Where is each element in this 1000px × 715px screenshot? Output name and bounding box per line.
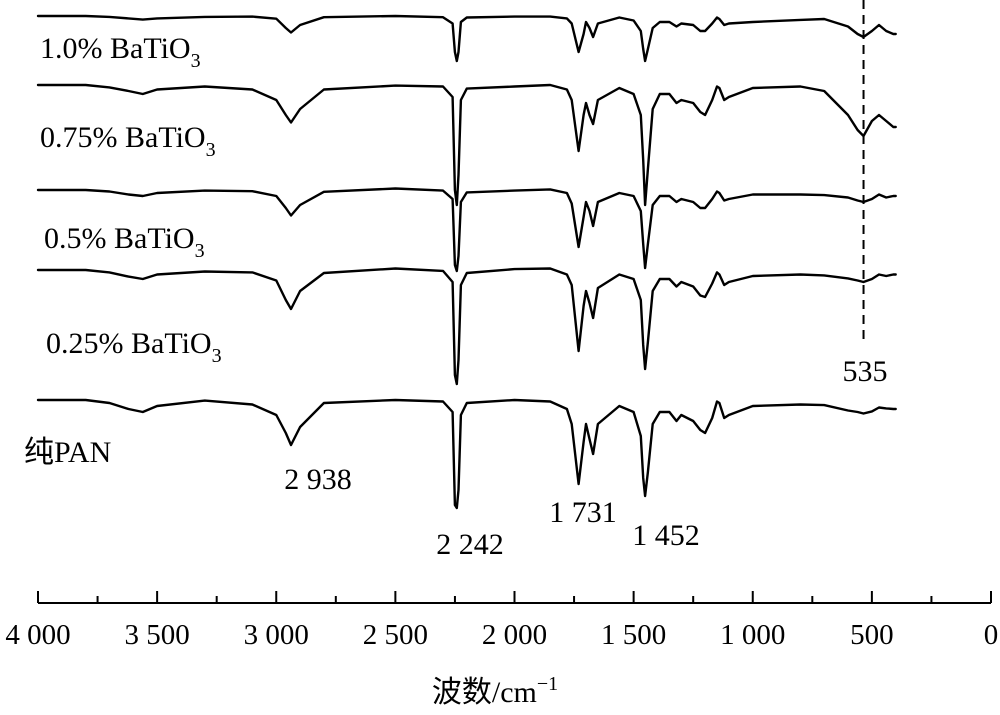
peak-annotation: 2 938 xyxy=(284,463,352,496)
spectrum-line-3 xyxy=(36,187,897,273)
x-axis: 4 000 3 500 3 000 2 500 2 000 1 500 1 000 500 0 xyxy=(5,591,998,651)
spectrum-line-5 xyxy=(36,398,897,510)
x-tick-label: 500 xyxy=(850,619,894,651)
peak-annotation: 1 731 xyxy=(549,496,617,529)
series-label-3: 0.5% BaTiO3 xyxy=(44,222,205,262)
x-tick-label: 4 000 xyxy=(5,619,70,651)
peak-annotation: 2 242 xyxy=(436,528,504,561)
x-tick-label: 3 000 xyxy=(244,619,309,651)
x-tick-label: 1 000 xyxy=(720,619,785,651)
x-tick-label: 3 500 xyxy=(125,619,190,651)
x-axis-title-exponent: −1 xyxy=(537,673,558,695)
x-tick-label: 2 000 xyxy=(482,619,547,651)
series-label-5: 纯PAN xyxy=(24,436,111,469)
peak-annotation: 535 xyxy=(843,355,888,388)
spectrum-line-2 xyxy=(36,83,897,207)
series-label-4: 0.25% BaTiO3 xyxy=(46,327,222,367)
peak-annotation: 1 452 xyxy=(632,519,700,552)
series-label-2: 0.75% BaTiO3 xyxy=(40,121,216,161)
series-layer xyxy=(36,14,897,510)
series-label-layer: 1.0% BaTiO3 0.75% BaTiO3 0.5% BaTiO3 0.25% … xyxy=(24,32,222,469)
spectrum-line-1 xyxy=(36,14,897,63)
x-axis-title: 波数/cm−1 xyxy=(432,673,558,709)
spectrum-line-4 xyxy=(36,267,897,386)
x-tick-label: 0 xyxy=(984,619,999,651)
series-label-1: 1.0% BaTiO3 xyxy=(40,32,201,72)
annotation-layer: 2 938 2 242 1 731 1 452 535 xyxy=(284,0,888,561)
x-axis-title-main: 波数/cm xyxy=(432,676,537,709)
x-tick-label: 2 500 xyxy=(363,619,428,651)
x-tick-label: 1 500 xyxy=(601,619,666,651)
